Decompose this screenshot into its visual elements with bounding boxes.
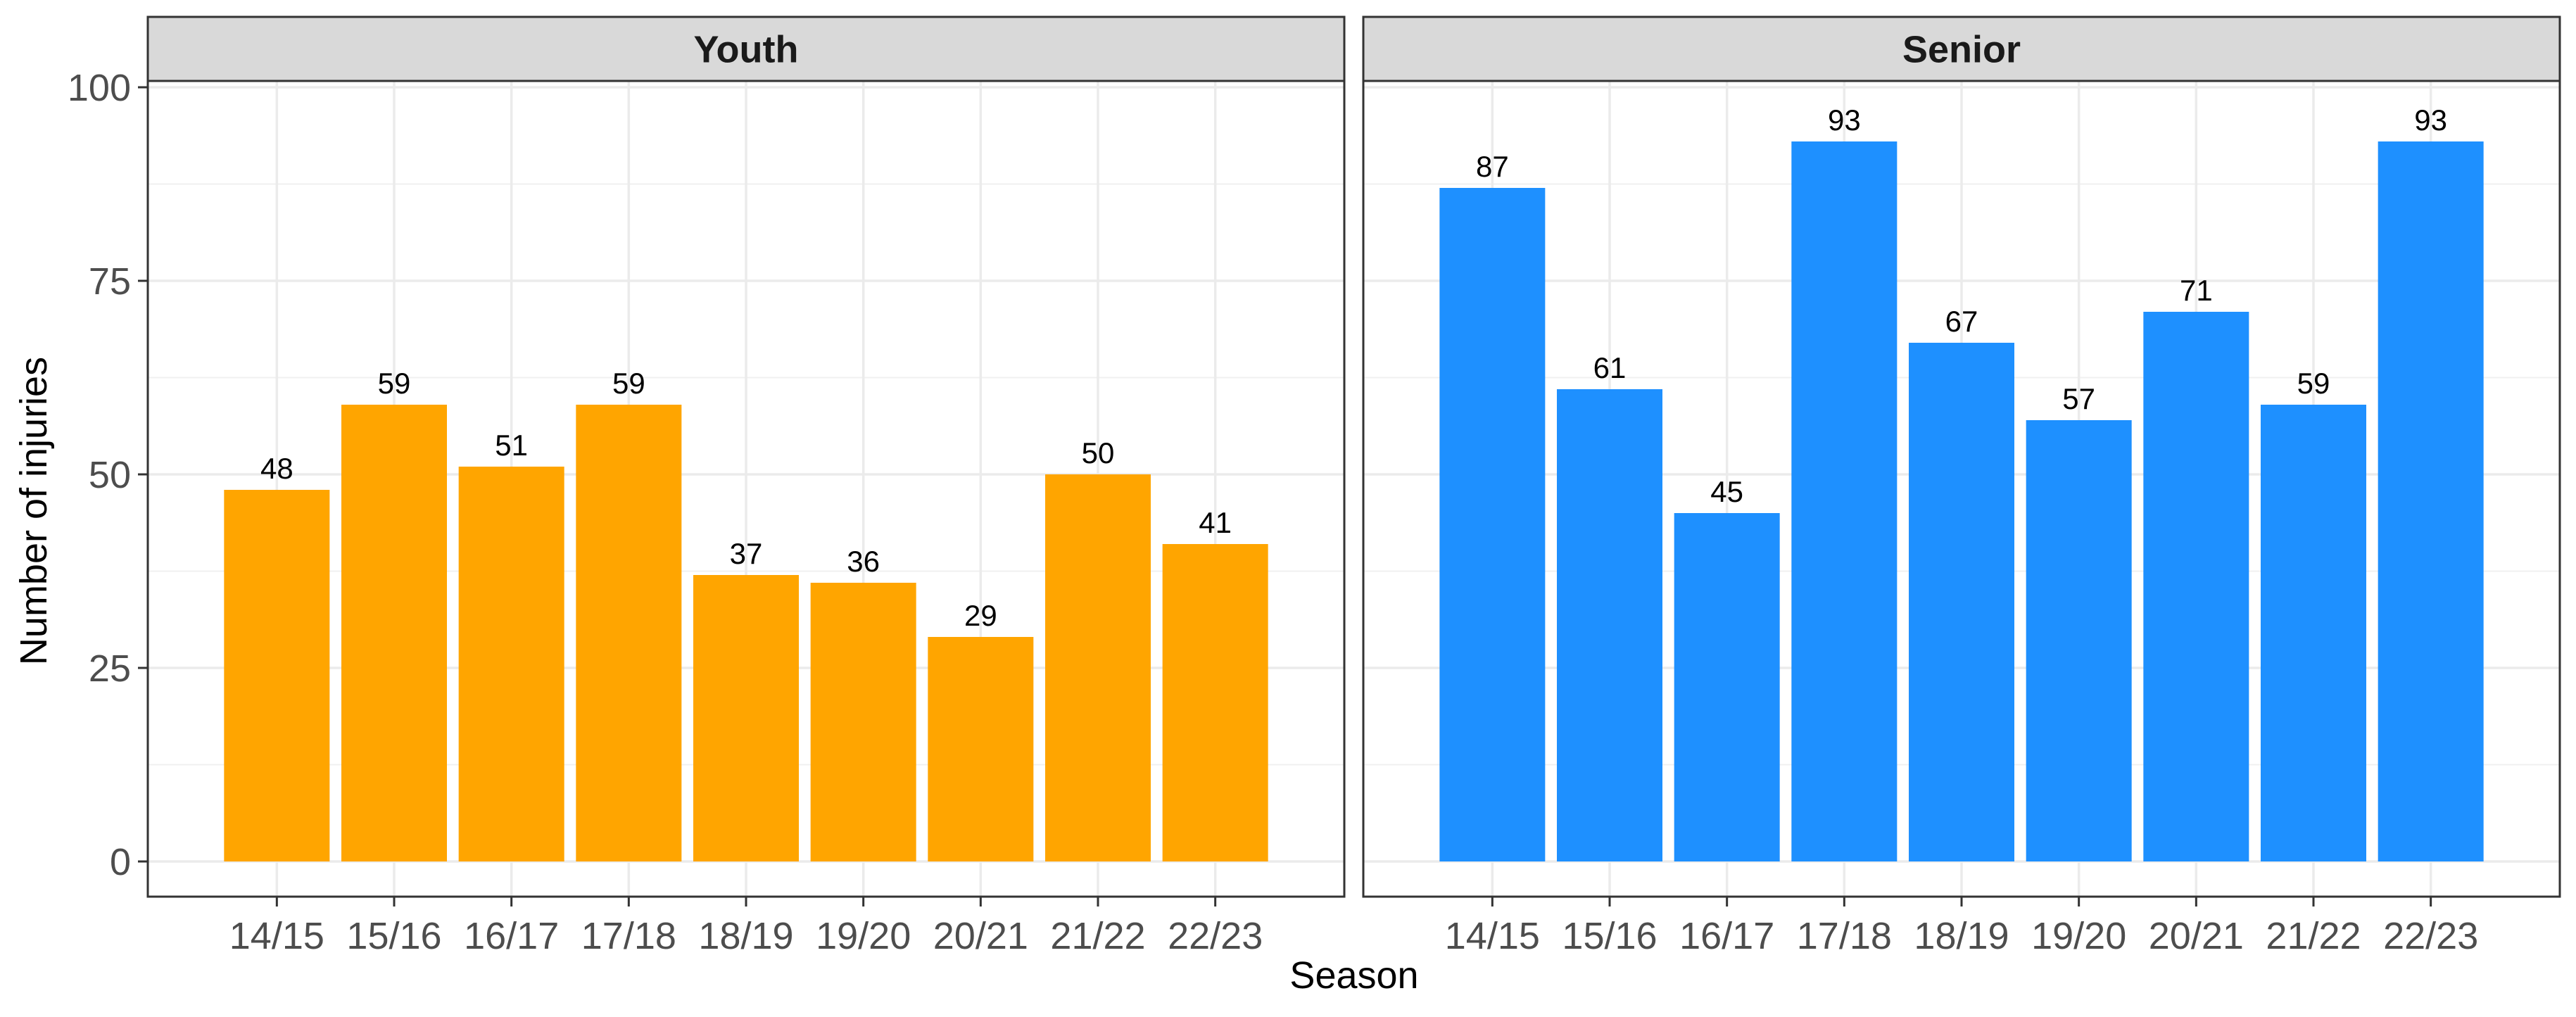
x-tick-label: 19/20 — [2031, 915, 2126, 957]
x-tick-label: 14/15 — [229, 915, 324, 957]
y-tick-label: 0 — [110, 841, 131, 883]
data-label: 51 — [495, 429, 528, 462]
panel-youth: 48 59 51 59 37 36 29 50 41 14/15 15/16 16/17 17/18 18… — [146, 15, 1346, 957]
bar-15/16 — [1557, 389, 1662, 861]
bar-21/22 — [1045, 474, 1151, 861]
x-tick-label: 15/16 — [346, 915, 441, 957]
data-label: 29 — [964, 599, 997, 632]
x-tick-label: 16/17 — [464, 915, 559, 957]
panels-layer: 48 59 51 59 37 36 29 50 41 14/15 15/16 16/17 17/18 18… — [146, 15, 2561, 957]
x-tick-label: 15/16 — [1562, 915, 1657, 957]
y-tick-label: 25 — [89, 648, 131, 690]
data-label: 41 — [1199, 506, 1232, 539]
panel-senior: 87 61 45 93 67 57 71 59 93 14/15 15/16 16/17 17/18 18… — [1362, 15, 2561, 957]
bar-18/19 — [1909, 343, 2014, 861]
x-tick-label: 18/19 — [1914, 915, 2009, 957]
bar-21/22 — [2261, 405, 2366, 861]
facet-strip-label: Senior — [1902, 29, 2021, 71]
bar-17/18 — [576, 405, 682, 861]
x-tick-label: 21/22 — [2266, 915, 2361, 957]
bar-22/23 — [2378, 141, 2484, 861]
x-axis-title: Season — [1289, 954, 1418, 997]
y-tick-label: 50 — [89, 454, 131, 496]
bar-19/20 — [2026, 420, 2132, 861]
y-tick-label: 100 — [68, 67, 131, 109]
data-label: 48 — [260, 452, 293, 485]
bar-20/21 — [928, 637, 1034, 861]
data-label: 36 — [847, 545, 880, 578]
bar-17/18 — [1791, 141, 1898, 861]
bar-14/15 — [1439, 188, 1546, 861]
facet-strip-label: Youth — [694, 29, 799, 71]
bar-15/16 — [341, 405, 447, 861]
data-label: 87 — [1476, 150, 1509, 183]
x-tick-label: 17/18 — [1797, 915, 1892, 957]
y-tick-label: 75 — [89, 260, 131, 303]
data-label: 93 — [1828, 103, 1861, 137]
bar-14/15 — [224, 490, 330, 861]
bar-22/23 — [1162, 544, 1268, 861]
facet-strip — [1362, 15, 2561, 82]
bar-16/17 — [1674, 513, 1780, 861]
x-tick-label: 18/19 — [698, 915, 793, 957]
data-label: 71 — [2180, 274, 2213, 307]
bar-18/19 — [693, 575, 799, 861]
data-label: 57 — [2062, 382, 2095, 415]
data-label: 67 — [1945, 305, 1978, 338]
data-label: 93 — [2414, 103, 2447, 137]
data-label: 45 — [1710, 475, 1743, 508]
x-tick-label: 21/22 — [1050, 915, 1145, 957]
y-axis-title: Number of injuries — [13, 357, 55, 665]
data-label: 59 — [2297, 367, 2330, 400]
data-label: 59 — [612, 367, 645, 400]
data-label: 50 — [1082, 436, 1115, 469]
bar-20/21 — [2143, 312, 2249, 861]
x-tick-label: 16/17 — [1679, 915, 1774, 957]
data-label: 61 — [1593, 351, 1627, 384]
bar-19/20 — [810, 583, 916, 861]
x-tick-label: 22/23 — [2383, 915, 2478, 957]
x-tick-label: 20/21 — [933, 915, 1028, 957]
x-tick-label: 22/23 — [1168, 915, 1263, 957]
x-tick-label: 20/21 — [2149, 915, 2244, 957]
x-tick-label: 14/15 — [1445, 915, 1540, 957]
bar-16/17 — [458, 467, 564, 861]
data-label: 59 — [378, 367, 411, 400]
data-label: 37 — [730, 537, 763, 570]
x-tick-label: 17/18 — [581, 915, 676, 957]
facet-strip — [146, 15, 1346, 82]
y-axis: 0 25 50 75 100 — [68, 67, 148, 883]
x-tick-label: 19/20 — [816, 915, 911, 957]
